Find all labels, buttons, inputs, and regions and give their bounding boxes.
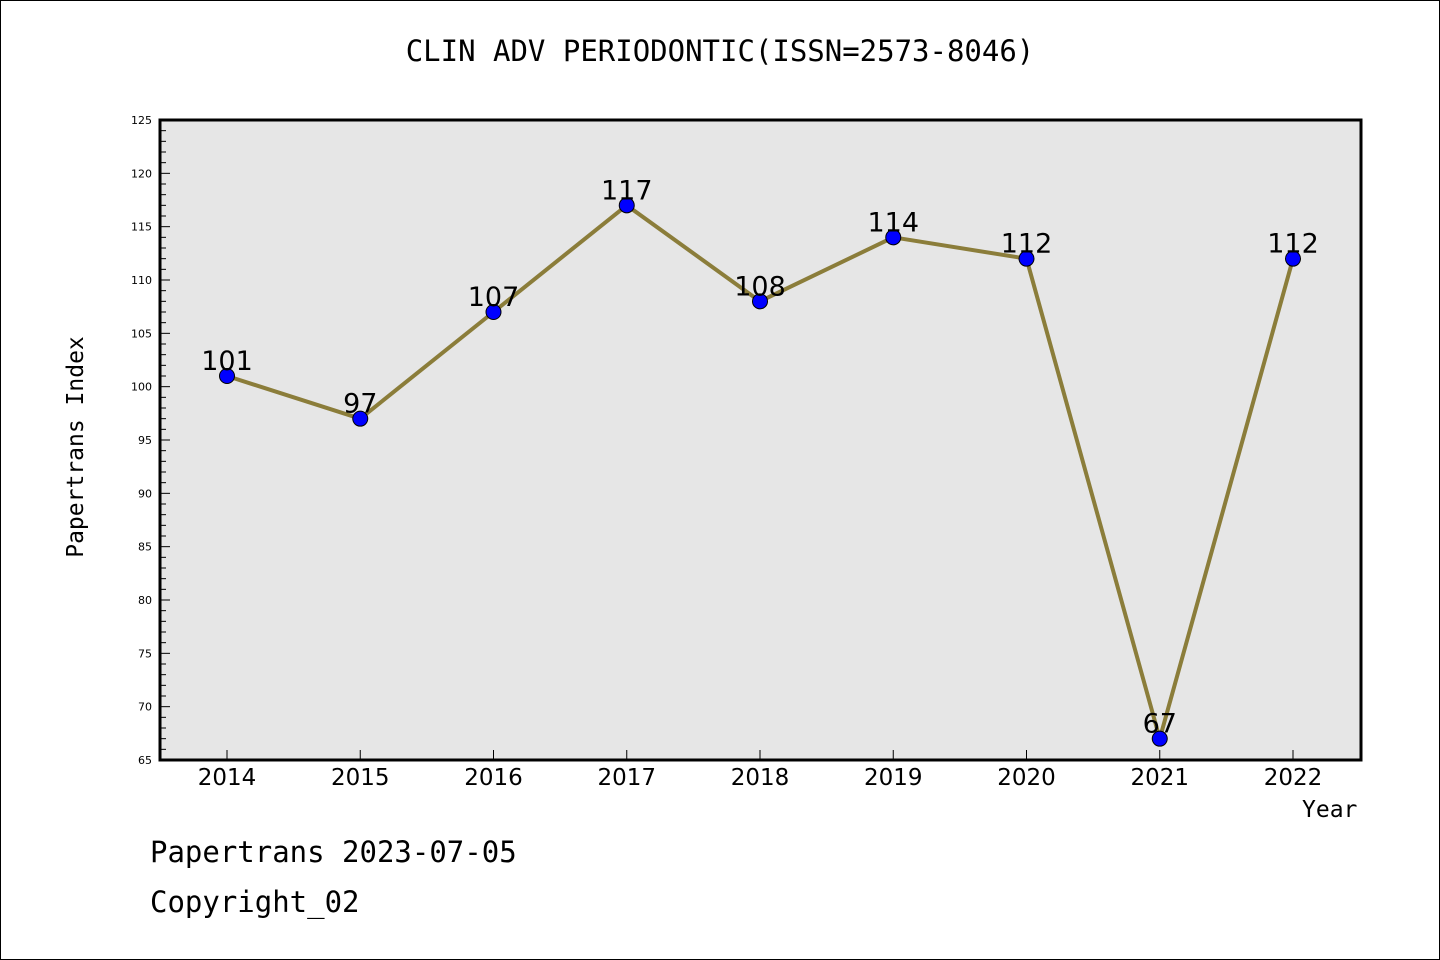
data-label: 108 [734,271,786,302]
data-point [618,197,635,214]
plot-area [160,120,1361,760]
footer-copyright: Copyright_02 [150,885,360,919]
data-label: 101 [201,346,253,377]
data-point [219,368,235,384]
data-point [1285,250,1301,267]
data-label: 112 [1001,229,1053,260]
footer-date: Papertrans 2023-07-05 [150,835,517,869]
y-tick-label: 105 [131,327,152,340]
plot-border [158,118,1363,762]
data-label: 114 [867,207,919,238]
y-tick-label: 70 [138,701,152,714]
data-label: 97 [343,389,377,420]
data-point [1018,250,1035,267]
series-layer: 101 97 107 117 108 114 112 67 112 [201,175,1319,747]
y-tick-label: 95 [138,434,152,447]
data-label: 107 [468,282,520,313]
y-tick-label: 75 [138,647,152,660]
y-tick-label: 80 [138,594,152,607]
x-tick-label: 2014 [198,765,257,791]
y-tick-label: 85 [138,541,152,554]
data-point [752,293,768,310]
y-tick-label: 125 [131,114,152,127]
x-tick-label: 2022 [1264,765,1323,791]
x-tick-label: 2018 [731,765,790,791]
data-label: 67 [1143,709,1177,740]
y-tick-label: 90 [138,487,152,500]
y-tick-label: 65 [138,754,152,767]
y-tick-label: 110 [131,274,152,287]
data-label: 117 [601,175,653,206]
y-tick-label: 100 [131,381,152,394]
x-tick-label: 2016 [464,765,523,791]
x-tick-label: 2017 [597,765,656,791]
x-axis: 2014 2015 2016 2017 2018 2019 2020 2021 2022 [198,750,1323,791]
x-tick-label: 2020 [997,765,1056,791]
x-tick-label: 2015 [331,765,390,791]
x-tick-label: 2021 [1130,765,1189,791]
data-point [352,410,369,427]
data-point [885,229,902,246]
y-tick-label: 120 [131,167,152,180]
data-point [1151,730,1168,747]
y-tick-label: 115 [131,221,152,234]
chart-title: CLIN ADV PERIODONTIC(ISSN=2573-8046) [405,34,1035,68]
x-axis-label: Year [1302,797,1358,823]
data-label: 112 [1267,229,1319,260]
x-tick-label: 2019 [864,765,923,791]
data-point [485,304,502,320]
